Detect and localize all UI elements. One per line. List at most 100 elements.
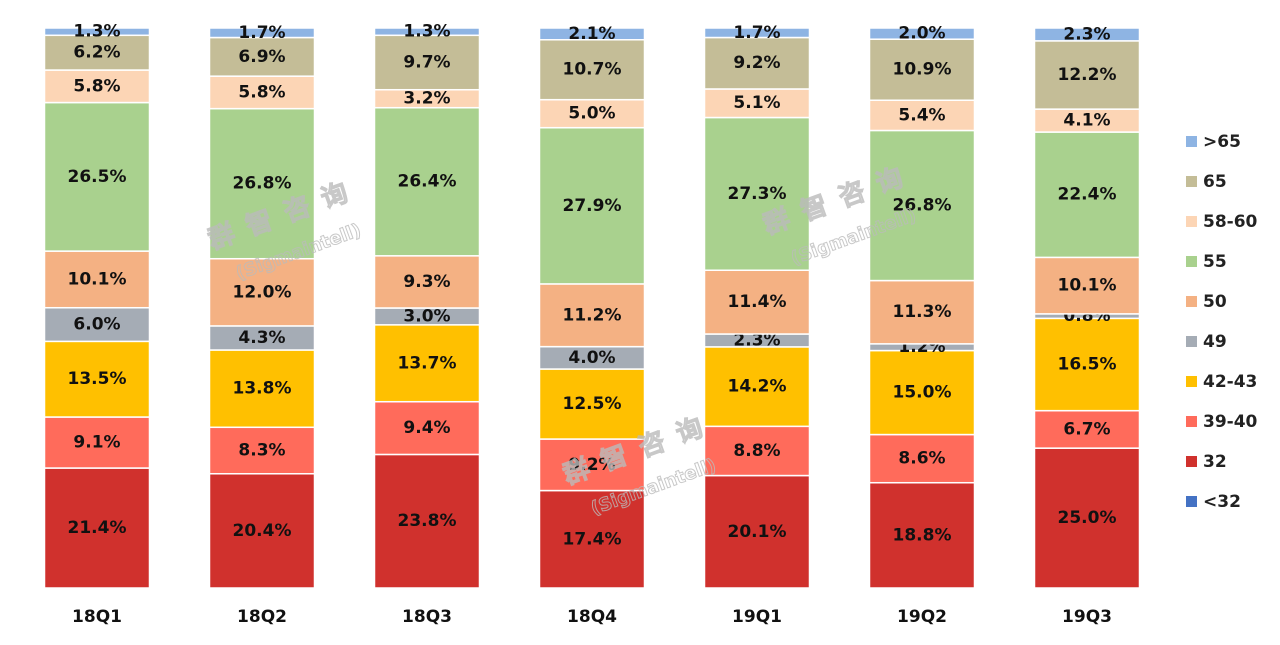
legend-label: 49	[1203, 332, 1227, 352]
bar-segment	[1033, 40, 1141, 110]
value-label: 1.3%	[73, 22, 120, 42]
legend-swatch	[1186, 296, 1197, 307]
value-label: 4.1%	[1063, 111, 1110, 131]
legend-swatch	[1186, 376, 1197, 387]
value-label: 21.4%	[68, 518, 127, 538]
legend-swatch	[1186, 336, 1197, 347]
value-label: 10.1%	[68, 269, 127, 289]
value-label: 9.1%	[73, 433, 120, 453]
value-label: 8.3%	[238, 441, 285, 461]
value-label: 12.0%	[233, 282, 292, 302]
bar-segment	[1033, 256, 1141, 315]
value-label: 1.7%	[733, 23, 780, 43]
bar-segment	[208, 473, 316, 589]
bar-segment	[373, 324, 481, 403]
bar-segment	[868, 99, 976, 132]
bar-segment	[1033, 409, 1141, 449]
legend-swatch	[1186, 496, 1197, 507]
bar-segment	[538, 283, 646, 348]
bar-segment	[43, 69, 151, 104]
legend-label: 42-43	[1203, 372, 1257, 392]
bar-segment	[43, 416, 151, 469]
value-label: 20.1%	[728, 522, 787, 542]
value-label: 10.9%	[893, 60, 952, 80]
bar-segment	[43, 306, 151, 343]
bar-segment	[208, 107, 316, 260]
bar-segment	[43, 467, 151, 589]
legend-label: 55	[1203, 252, 1227, 272]
bar-segment	[868, 27, 976, 40]
value-label: 16.5%	[1058, 355, 1117, 375]
bar-segment	[538, 368, 646, 440]
bar-segment	[703, 27, 811, 39]
bar-segment	[43, 101, 151, 252]
value-label: 9.3%	[403, 272, 450, 292]
bar-segment	[868, 481, 976, 589]
x-tick-label: 19Q2	[897, 607, 947, 627]
value-label: 11.2%	[563, 305, 622, 325]
value-label: 1.7%	[238, 23, 285, 43]
value-label: 20.4%	[233, 521, 292, 541]
value-label: 2.0%	[898, 24, 945, 44]
x-tick-label: 18Q4	[567, 607, 617, 627]
value-label: 27.3%	[728, 184, 787, 204]
value-label: 18.8%	[893, 525, 952, 545]
value-label: 12.2%	[1058, 65, 1117, 85]
bar-segment	[538, 489, 646, 589]
legend-label: 32	[1203, 452, 1227, 472]
value-label: 17.4%	[563, 529, 622, 549]
value-label: 5.1%	[733, 93, 780, 113]
legend-label: >65	[1203, 132, 1241, 152]
value-label: 5.0%	[568, 104, 615, 124]
legend-swatch	[1186, 176, 1197, 187]
bar-segment	[373, 400, 481, 456]
legend-swatch	[1186, 136, 1197, 147]
value-label: 9.7%	[403, 53, 450, 73]
bar-segment	[868, 38, 976, 101]
bar-segment	[373, 27, 481, 37]
legend-swatch	[1186, 456, 1197, 467]
value-label: 13.7%	[398, 353, 457, 373]
bar-segment	[208, 36, 316, 77]
bar-segment	[208, 325, 316, 351]
value-label: 9.2%	[568, 455, 615, 475]
value-label: 2.3%	[733, 330, 780, 350]
value-label: 11.3%	[893, 302, 952, 322]
legend-label: 39-40	[1203, 412, 1258, 432]
value-label: 22.4%	[1058, 185, 1117, 205]
value-label: 11.4%	[728, 292, 787, 312]
value-label: 3.2%	[403, 89, 450, 109]
value-label: 1.3%	[403, 22, 450, 42]
value-label: 6.2%	[73, 43, 120, 63]
bar-segment	[208, 27, 316, 39]
x-tick-label: 18Q1	[72, 607, 122, 627]
value-label: 27.9%	[563, 196, 622, 216]
value-label: 26.8%	[893, 196, 952, 216]
value-label: 6.7%	[1063, 419, 1110, 439]
legend-label: <32	[1203, 492, 1241, 512]
value-label: 10.1%	[1058, 276, 1117, 296]
value-label: 26.8%	[233, 174, 292, 194]
value-label: 9.2%	[733, 53, 780, 73]
value-label: 25.0%	[1058, 508, 1117, 528]
bar-segment	[208, 75, 316, 110]
bar-segment	[538, 98, 646, 129]
legend-swatch	[1186, 216, 1197, 227]
bar-segment	[43, 34, 151, 71]
bar-segment	[1033, 317, 1141, 412]
bar-segment	[43, 27, 151, 37]
legend-label: 50	[1203, 292, 1227, 312]
bar-segment	[868, 129, 976, 282]
bar-segment	[703, 474, 811, 589]
value-label: 12.5%	[563, 394, 622, 414]
value-label: 4.3%	[238, 328, 285, 348]
value-label: 9.4%	[403, 418, 450, 438]
value-label: 2.1%	[568, 24, 615, 44]
bar-segment	[868, 349, 976, 436]
x-tick-label: 18Q2	[237, 607, 287, 627]
bar-segment	[703, 425, 811, 477]
value-label: 5.8%	[73, 76, 120, 96]
value-label: 8.6%	[898, 449, 945, 469]
value-label: 6.9%	[238, 47, 285, 67]
